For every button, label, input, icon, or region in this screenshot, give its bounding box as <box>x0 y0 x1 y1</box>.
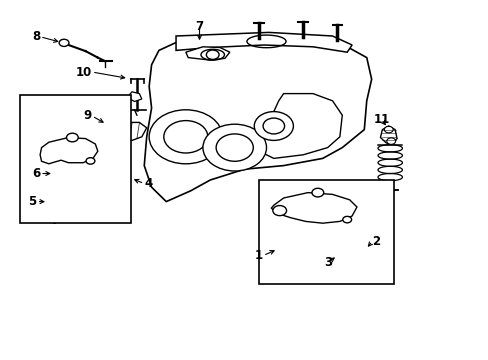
Circle shape <box>216 134 253 161</box>
Circle shape <box>272 206 286 216</box>
Circle shape <box>86 158 95 164</box>
Text: 4: 4 <box>144 177 152 190</box>
Text: 10: 10 <box>76 66 92 78</box>
Polygon shape <box>271 193 356 223</box>
Polygon shape <box>127 92 142 102</box>
Text: 9: 9 <box>83 109 92 122</box>
Circle shape <box>263 118 284 134</box>
Circle shape <box>254 112 293 140</box>
Polygon shape <box>185 47 229 60</box>
Bar <box>259 180 393 284</box>
Polygon shape <box>40 138 98 164</box>
Text: 3: 3 <box>324 256 332 269</box>
Circle shape <box>386 138 395 144</box>
Polygon shape <box>380 126 396 144</box>
Circle shape <box>311 188 323 197</box>
Circle shape <box>203 124 266 171</box>
Text: 7: 7 <box>195 21 203 33</box>
Circle shape <box>66 133 78 142</box>
Polygon shape <box>176 32 351 52</box>
Circle shape <box>384 126 392 133</box>
Text: 11: 11 <box>372 113 389 126</box>
Polygon shape <box>259 94 342 158</box>
Text: 8: 8 <box>32 30 40 43</box>
Text: 6: 6 <box>32 167 40 180</box>
Bar <box>20 95 131 223</box>
Circle shape <box>342 216 351 223</box>
Text: 5: 5 <box>28 195 37 208</box>
Polygon shape <box>102 122 146 140</box>
Circle shape <box>59 39 69 46</box>
Circle shape <box>163 121 207 153</box>
Polygon shape <box>144 38 371 202</box>
Text: 2: 2 <box>372 235 380 248</box>
Text: 1: 1 <box>254 249 263 262</box>
Circle shape <box>149 110 222 164</box>
Circle shape <box>206 50 219 59</box>
